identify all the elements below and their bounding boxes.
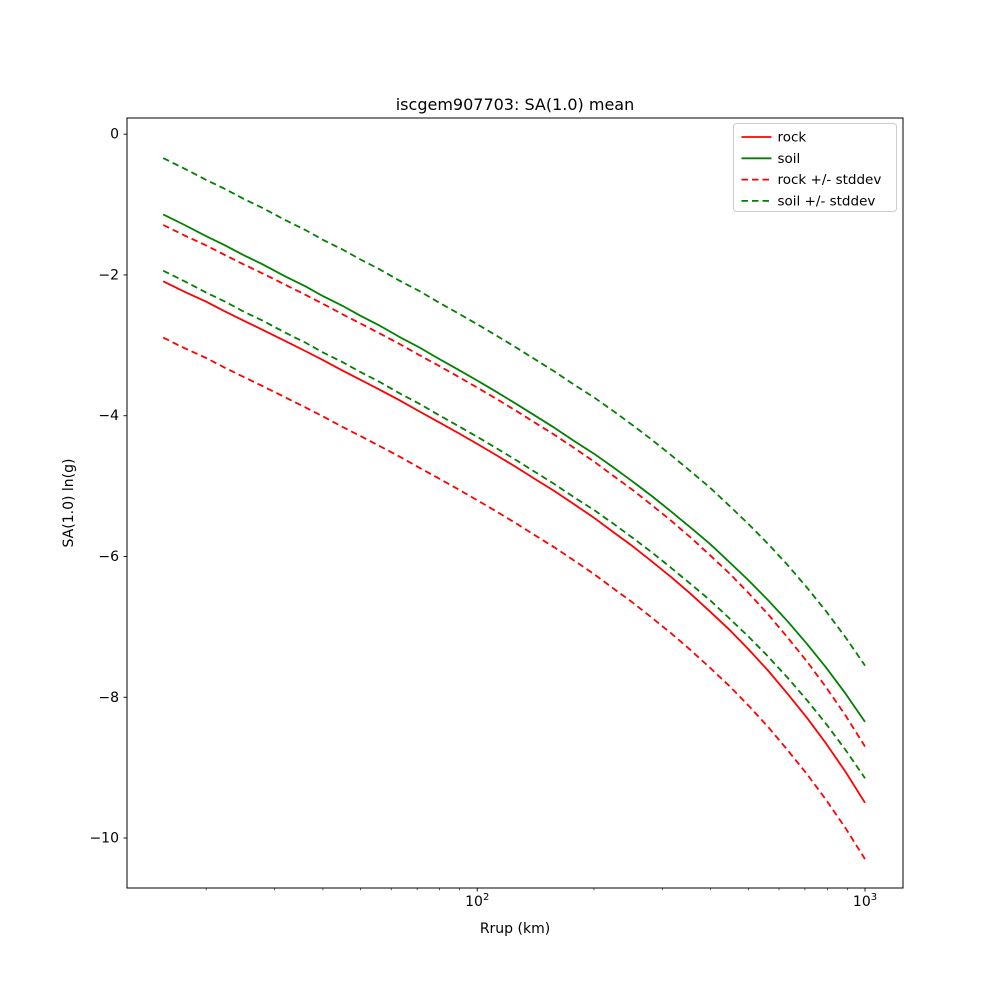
chart-title: iscgem907703: SA(1.0) mean (396, 95, 635, 114)
legend-label: rock (778, 130, 807, 146)
y-tick-label: 0 (110, 127, 119, 143)
legend-label: rock +/- stddev (778, 172, 882, 188)
y-tick-label: −4 (98, 408, 119, 424)
series-line-rock (162, 280, 866, 804)
x-axis-ticks: 102 103 (205, 888, 877, 910)
series-line-rock-minus-stddev (162, 336, 866, 860)
legend: rock soil rock +/- stddev soil +/- stddev (733, 123, 897, 212)
x-tick-label: 102 (465, 892, 489, 910)
legend-label: soil (778, 151, 801, 167)
series-line-soil (162, 213, 866, 723)
y-tick-label: −10 (89, 831, 119, 847)
y-tick-label: −2 (98, 267, 119, 283)
plot-frame (126, 117, 904, 889)
y-tick-label: −8 (98, 690, 119, 706)
series-line-soil-plus-stddev (162, 157, 866, 667)
plot-series (162, 157, 866, 860)
plot-area (127, 118, 903, 888)
legend-label: soil +/- stddev (778, 193, 876, 209)
y-tick-label: −6 (98, 549, 119, 565)
x-axis-label: Rrup (km) (480, 921, 550, 937)
y-axis-label: SA(1.0) ln(g) (61, 459, 77, 548)
x-tick-label: 103 (853, 892, 877, 910)
y-axis-ticks: 0 −2 −4 −6 −8 −10 (89, 127, 127, 847)
series-line-rock-plus-stddev (162, 224, 866, 747)
legend-box (733, 123, 897, 212)
series-line-soil-minus-stddev (162, 269, 866, 779)
